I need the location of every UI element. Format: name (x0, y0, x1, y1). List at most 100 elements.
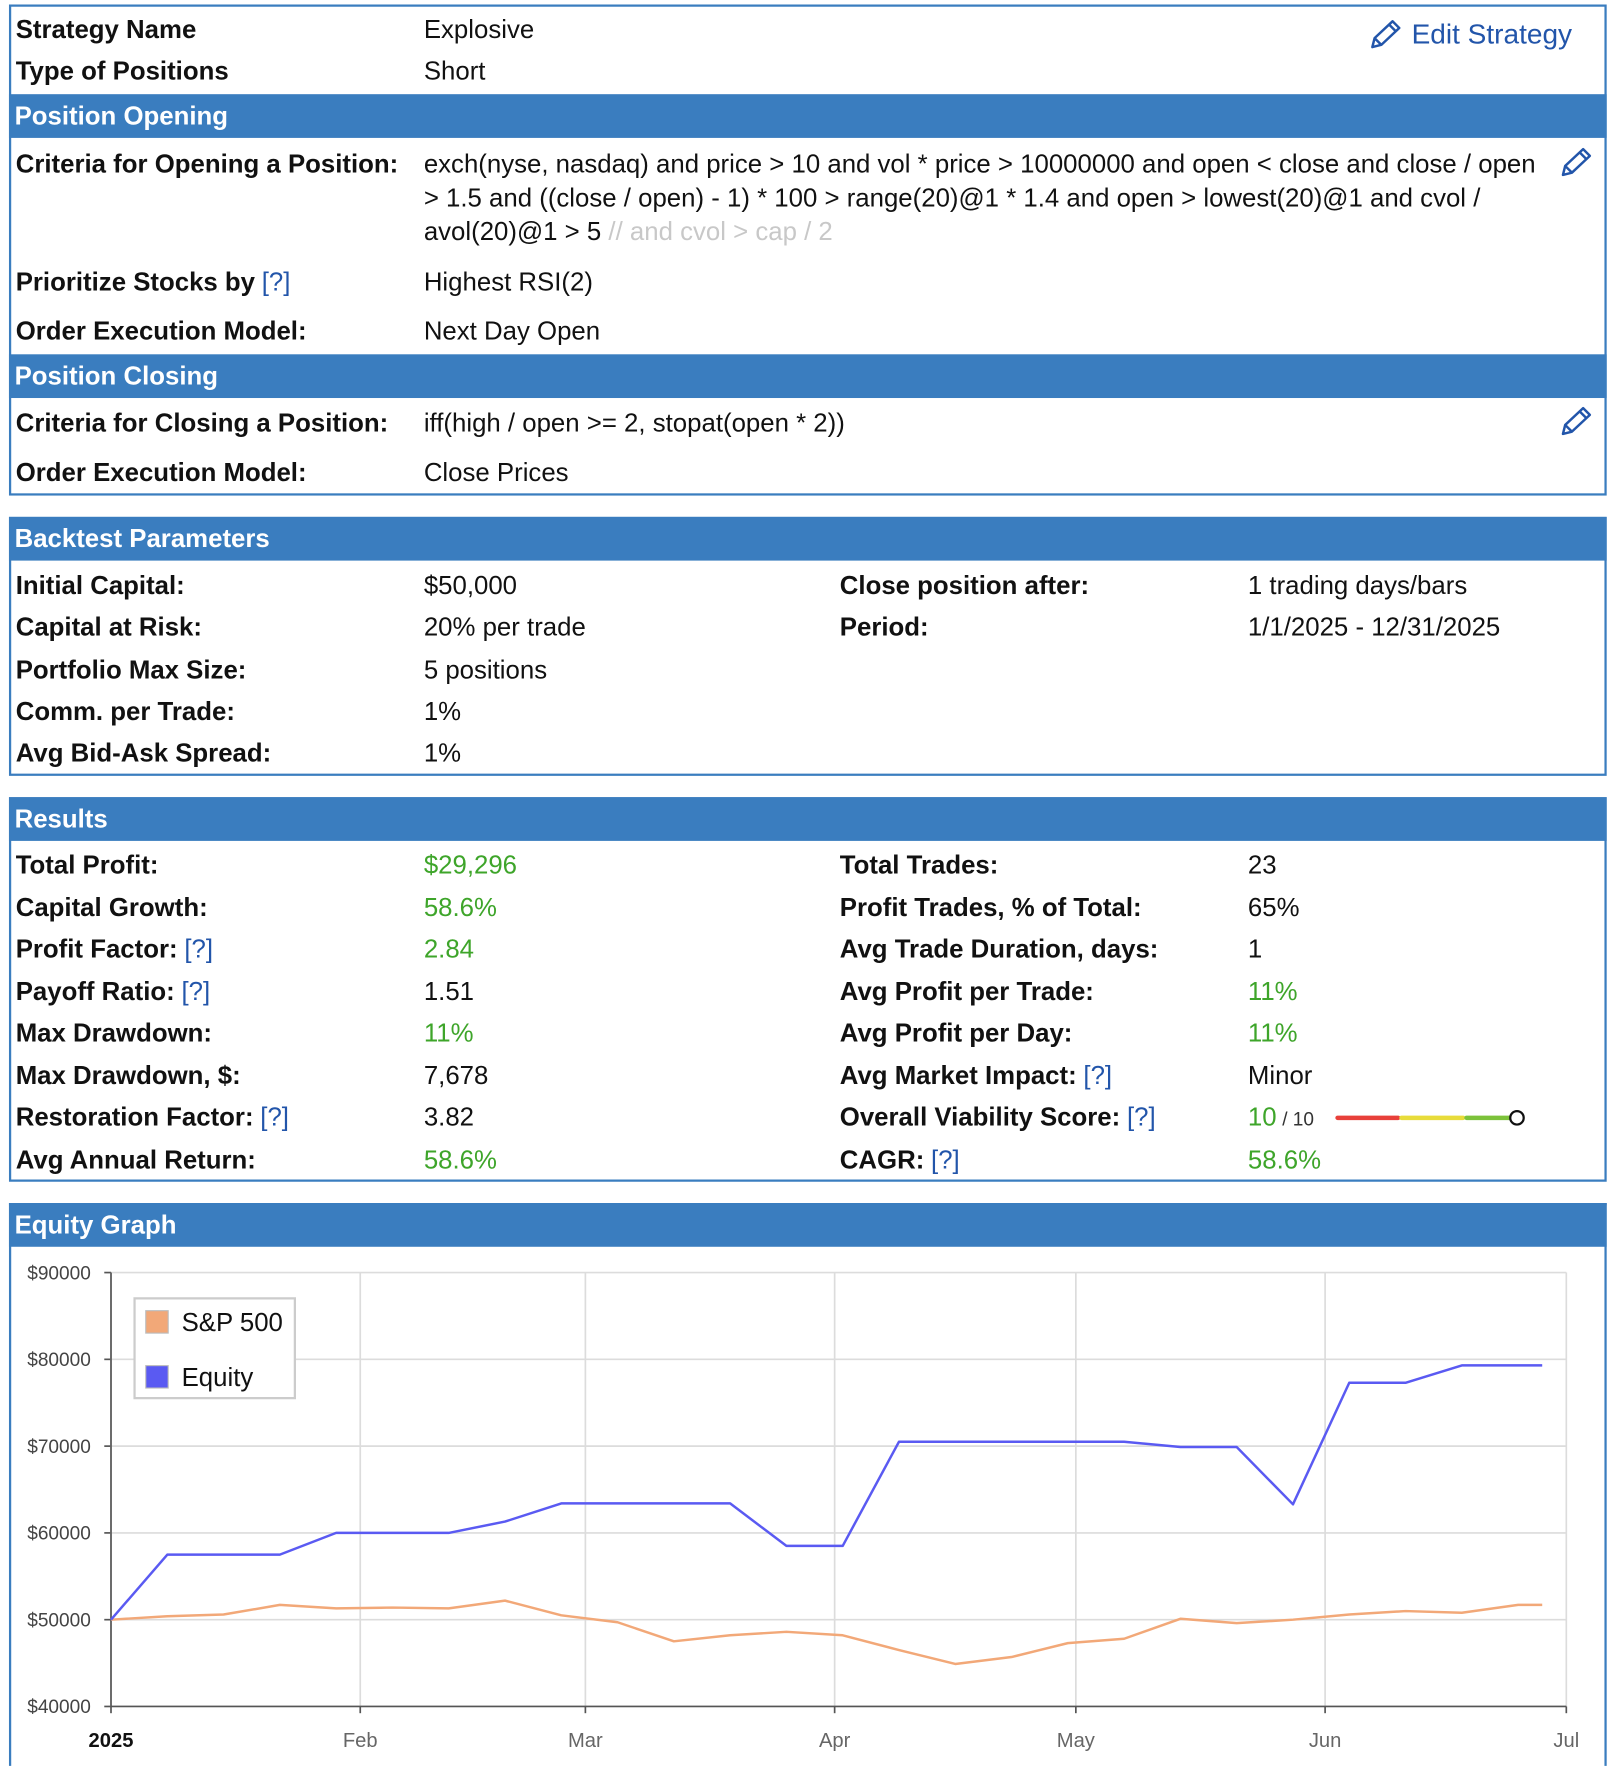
row-value: 2.84 (424, 932, 474, 966)
row-value: 5 positions (424, 652, 547, 686)
row-label: Capital Growth: (16, 890, 208, 924)
value: Short (423, 56, 486, 86)
row-value: 1 (1248, 932, 1262, 966)
row-value: $50,000 (424, 568, 517, 602)
y-tick-label: $70000 (27, 1437, 91, 1458)
edit-strategy-link[interactable]: Edit Strategy (1411, 19, 1573, 51)
value: 10 (1247, 1102, 1277, 1132)
value: 7,678 (423, 1060, 489, 1090)
label: Prioritize Stocks by (15, 266, 256, 296)
row-label: Profit Trades, % of Total: (840, 890, 1142, 924)
value: 11% (423, 1018, 474, 1048)
row-label: Initial Capital: (16, 568, 185, 602)
value: 1% (423, 696, 462, 726)
row-label: Max Drawdown, $: (16, 1058, 241, 1092)
row-label: Comm. per Trade: (16, 694, 235, 728)
label: Max Drawdown, $: (15, 1060, 241, 1090)
row-label: Avg Profit per Day: (840, 1016, 1073, 1050)
row-value: 58.6% (424, 1142, 497, 1176)
y-tick-label: $60000 (27, 1524, 91, 1545)
edit-icon[interactable] (1368, 18, 1404, 52)
label: Capital Growth: (15, 891, 208, 922)
label: Initial Capital: (15, 570, 185, 600)
value: 1 (1247, 933, 1263, 964)
value: 3.82 (423, 1102, 475, 1132)
viability-gauge (1335, 1109, 1525, 1126)
row-label: Criteria for Opening a Position: (15, 149, 399, 179)
row-label: Period: (840, 610, 929, 644)
row-label: Prioritize Stocks by [?] (16, 265, 291, 299)
value: 65% (1247, 891, 1300, 922)
label: Profit Factor: (15, 933, 178, 964)
row-label: Avg Annual Return: (16, 1142, 256, 1176)
help-link[interactable]: [?] (1083, 1060, 1113, 1090)
help-link[interactable]: [?] (261, 266, 291, 296)
value: 58.6% (423, 891, 497, 922)
x-tick-label: May (1057, 1730, 1096, 1752)
value: 1 trading days/bars (1247, 570, 1468, 600)
row-value: 10/ 10 (1248, 1100, 1314, 1137)
help-link[interactable]: [?] (260, 1102, 289, 1132)
row-value: 1% (424, 736, 461, 770)
legend-swatch (145, 1310, 169, 1334)
label: Avg Profit per Day: (839, 1018, 1073, 1048)
x-tick-label: Jun (1309, 1730, 1342, 1752)
row-value: 1.51 (424, 974, 474, 1008)
row-value: 11% (424, 1016, 474, 1050)
row-label: Portfolio Max Size: (16, 652, 247, 686)
label: Avg Bid-Ask Spread: (15, 737, 272, 768)
help-link[interactable]: [?] (181, 976, 211, 1006)
row-label: Overall Viability Score: [?] (840, 1100, 1156, 1134)
x-tick-label: Apr (819, 1730, 851, 1752)
x-tick-label: Mar (568, 1730, 603, 1752)
row-label: Avg Market Impact: [?] (840, 1058, 1112, 1092)
value: 11% (1247, 1018, 1298, 1048)
row-label: Type of Positions (16, 54, 229, 88)
series-line (110, 1364, 1543, 1621)
row-label: Max Drawdown: (16, 1016, 212, 1050)
section-header: Position Closing (8, 354, 1607, 399)
row-label: Order Execution Model: (15, 457, 307, 487)
help-link[interactable]: [?] (1126, 1102, 1156, 1132)
label: Total Profit: (15, 849, 159, 880)
value: 11% (1247, 976, 1298, 1006)
row-value: 11% (1248, 974, 1298, 1008)
row-label: Total Trades: (840, 848, 999, 882)
edit-icon[interactable] (1558, 146, 1594, 180)
label: Avg Market Impact: (839, 1060, 1077, 1090)
edit-icon[interactable] (1558, 405, 1594, 439)
value: 58.6% (1247, 1144, 1322, 1174)
section-header: Backtest Parameters (8, 516, 1607, 561)
y-tick-label: $90000 (27, 1263, 91, 1284)
value: 23 (1247, 849, 1277, 880)
row-label: Capital at Risk: (16, 610, 202, 644)
help-link[interactable]: [?] (931, 1144, 960, 1174)
row-label: Avg Bid-Ask Spread: (16, 736, 272, 770)
y-tick-label: $80000 (27, 1350, 91, 1371)
row-value: 23 (1248, 848, 1277, 882)
row-value: Short (424, 54, 486, 88)
row-value: 65% (1248, 890, 1300, 924)
section-header: Equity Graph (8, 1203, 1607, 1247)
row-value: Next Day Open (423, 316, 601, 346)
legend-swatch (145, 1365, 169, 1389)
value: 2.84 (423, 933, 475, 964)
legend-label: Equity (182, 1364, 254, 1392)
row-value: Close Prices (423, 457, 569, 487)
value: 1/1/2025 - 12/31/2025 (1247, 612, 1501, 642)
label: Strategy Name (15, 14, 197, 44)
row-label: Restoration Factor: [?] (16, 1100, 289, 1134)
label: Profit Trades, % of Total: (839, 891, 1142, 922)
criteria-comment: // and cvol > cap / 2 (608, 216, 833, 246)
row-value: iff(high / open >= 2, stopat(open * 2)) (423, 408, 845, 438)
label: CAGR: (839, 1144, 925, 1174)
label: Total Trades: (839, 849, 999, 880)
criteria-text: exch(nyse, nasdaq) and price > 10 and vo… (424, 147, 1536, 248)
row-value: Highest RSI(2) (423, 266, 593, 296)
row-value: 1% (424, 694, 461, 728)
x-tick-label: Jul (1553, 1730, 1579, 1752)
help-link[interactable]: [?] (184, 933, 213, 964)
row-label: Criteria for Closing a Position: (15, 408, 389, 438)
